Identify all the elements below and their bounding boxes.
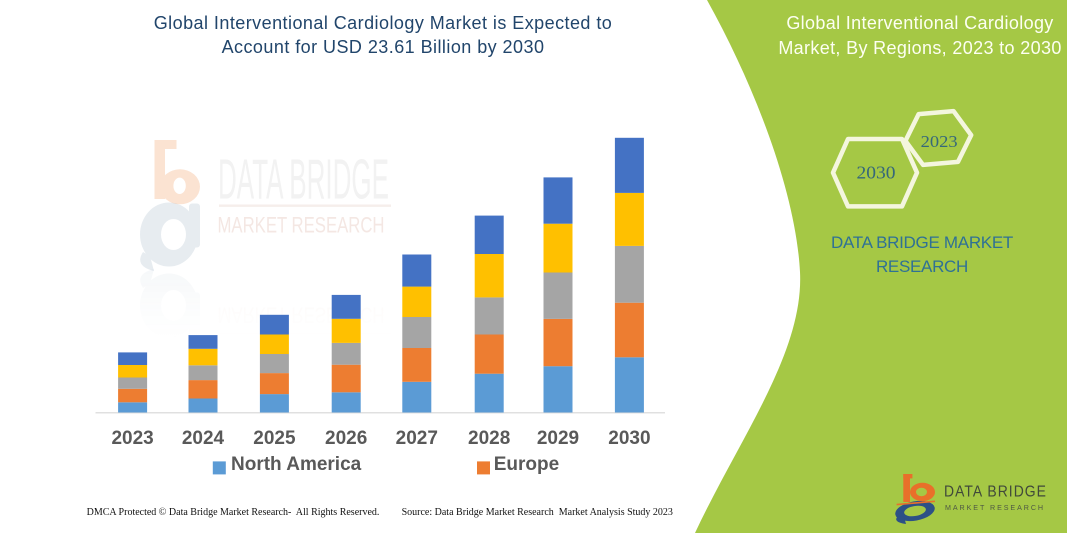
svg-text:DATA BRIDGE: DATA BRIDGE: [944, 484, 1047, 501]
svg-text:2030: 2030: [857, 163, 896, 183]
svg-text:DATA BRIDGE: DATA BRIDGE: [218, 148, 389, 212]
svg-text:MARKET RESEARCH: MARKET RESEARCH: [218, 212, 385, 237]
svg-text:MARKET RESEARCH: MARKET RESEARCH: [945, 503, 1045, 512]
svg-text:2023: 2023: [921, 132, 958, 151]
